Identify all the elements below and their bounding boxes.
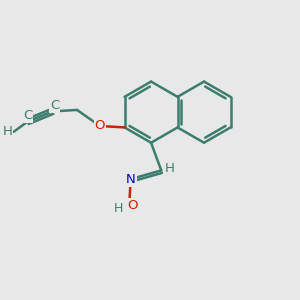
Text: H: H: [164, 162, 174, 176]
Text: H: H: [2, 125, 12, 138]
Text: O: O: [94, 119, 105, 133]
Text: C: C: [23, 109, 32, 122]
Text: H: H: [113, 202, 123, 215]
Text: N: N: [126, 172, 136, 186]
Text: C: C: [50, 99, 59, 112]
Text: O: O: [128, 199, 138, 212]
